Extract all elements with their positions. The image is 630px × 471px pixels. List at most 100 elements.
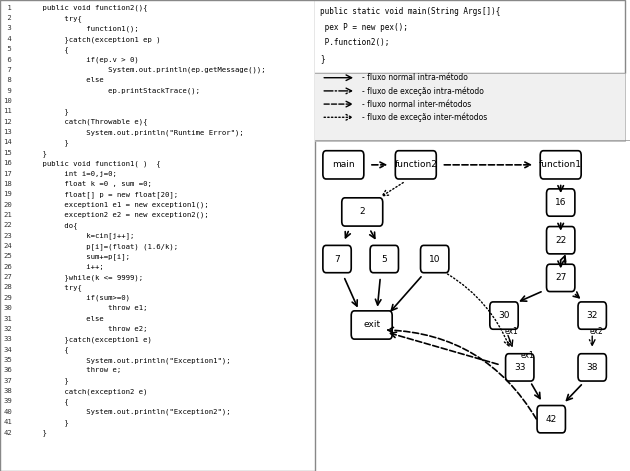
Text: i++;: i++;: [25, 264, 104, 270]
Text: 27: 27: [555, 273, 566, 283]
Text: main: main: [332, 160, 355, 170]
Text: - fluxo normal intra-método: - fluxo normal intra-método: [362, 73, 468, 82]
Text: exception2 e2 = new exception2();: exception2 e2 = new exception2();: [25, 212, 209, 219]
Text: - fluxo normal inter-métodos: - fluxo normal inter-métodos: [362, 99, 471, 109]
Text: catch(exception2 e): catch(exception2 e): [25, 388, 147, 395]
Text: 5: 5: [381, 254, 387, 264]
Text: - fluxo de exceção intra-método: - fluxo de exceção intra-método: [362, 86, 484, 96]
Text: 1: 1: [3, 5, 12, 11]
Text: 16: 16: [3, 160, 12, 166]
Text: 3: 3: [3, 25, 12, 32]
Text: ex1: ex1: [521, 351, 534, 360]
Text: {: {: [25, 46, 69, 53]
Text: 17: 17: [3, 171, 12, 177]
Text: 10: 10: [3, 98, 12, 104]
Text: 37: 37: [3, 378, 12, 384]
Text: 32: 32: [587, 311, 598, 320]
Text: float k =0 , sum =0;: float k =0 , sum =0;: [25, 181, 152, 187]
Text: 31: 31: [3, 316, 12, 322]
Text: 15: 15: [3, 150, 12, 156]
Text: pex P = new pex();: pex P = new pex();: [320, 23, 408, 32]
Text: {: {: [25, 347, 69, 353]
Text: sum+=p[i];: sum+=p[i];: [25, 253, 130, 260]
FancyBboxPatch shape: [0, 0, 315, 471]
Text: function2: function2: [394, 160, 437, 170]
Text: }: }: [25, 139, 69, 146]
Text: 12: 12: [3, 119, 12, 125]
Text: p[i]=(float) (1.6/k);: p[i]=(float) (1.6/k);: [25, 243, 178, 250]
FancyBboxPatch shape: [546, 227, 575, 254]
Text: 16: 16: [555, 198, 566, 207]
Text: 21: 21: [3, 212, 12, 218]
Text: 19: 19: [3, 191, 12, 197]
Text: 26: 26: [3, 264, 12, 270]
Text: throw e;: throw e;: [25, 367, 122, 374]
Text: function1();: function1();: [25, 25, 139, 32]
FancyBboxPatch shape: [370, 245, 399, 273]
Text: 30: 30: [498, 311, 510, 320]
Text: 28: 28: [3, 284, 12, 291]
FancyBboxPatch shape: [341, 198, 383, 226]
FancyBboxPatch shape: [578, 354, 606, 381]
Text: 33: 33: [3, 336, 12, 342]
FancyBboxPatch shape: [323, 245, 352, 273]
Text: 10: 10: [429, 254, 440, 264]
Text: k=cin[j++];: k=cin[j++];: [25, 233, 135, 239]
Text: }: }: [25, 430, 47, 436]
Text: if(ep.v > 0): if(ep.v > 0): [25, 57, 139, 63]
Text: 22: 22: [3, 222, 12, 228]
Text: P.function2();: P.function2();: [320, 38, 389, 47]
FancyBboxPatch shape: [314, 0, 625, 73]
Text: 7: 7: [3, 67, 12, 73]
Text: 18: 18: [3, 181, 12, 187]
Text: 32: 32: [3, 326, 12, 332]
Text: 6: 6: [3, 57, 12, 63]
Text: }while(k <= 9999);: }while(k <= 9999);: [25, 274, 143, 281]
Text: 8: 8: [3, 77, 12, 83]
Text: }: }: [25, 419, 69, 426]
Text: float[] p = new float[20];: float[] p = new float[20];: [25, 191, 178, 198]
FancyBboxPatch shape: [396, 151, 436, 179]
Text: public static void main(String Args[]){: public static void main(String Args[]){: [320, 7, 500, 16]
Text: 24: 24: [3, 243, 12, 249]
Text: 29: 29: [3, 295, 12, 301]
Text: }: }: [25, 378, 69, 384]
FancyBboxPatch shape: [421, 245, 449, 273]
Text: 5: 5: [3, 46, 12, 52]
Text: }catch(exception1 ep ): }catch(exception1 ep ): [25, 36, 161, 42]
Text: do{: do{: [25, 222, 77, 229]
Text: else: else: [25, 316, 104, 322]
Text: 22: 22: [555, 236, 566, 245]
FancyBboxPatch shape: [323, 151, 364, 179]
Text: 9: 9: [3, 88, 12, 94]
Text: 2: 2: [360, 207, 365, 217]
FancyBboxPatch shape: [541, 151, 581, 179]
FancyBboxPatch shape: [537, 406, 566, 433]
Text: catch(Throwable e){: catch(Throwable e){: [25, 119, 147, 125]
Text: }catch(exception1 e): }catch(exception1 e): [25, 336, 152, 343]
Text: 7: 7: [334, 254, 340, 264]
Text: }: }: [320, 54, 324, 63]
Text: exit: exit: [363, 320, 381, 330]
Text: int i=0,j=0;: int i=0,j=0;: [25, 171, 117, 177]
Text: throw e1;: throw e1;: [25, 305, 147, 311]
Text: public void function2(){: public void function2(){: [25, 5, 147, 11]
Text: 38: 38: [3, 388, 12, 394]
Text: try{: try{: [25, 284, 82, 291]
Text: 34: 34: [3, 347, 12, 353]
FancyBboxPatch shape: [578, 302, 606, 329]
Text: 30: 30: [3, 305, 12, 311]
Text: - fluxo de exceção inter-métodos: - fluxo de exceção inter-métodos: [362, 113, 488, 122]
Text: 25: 25: [3, 253, 12, 260]
Text: 39: 39: [3, 398, 12, 405]
Text: 36: 36: [3, 367, 12, 374]
Text: ep.printStackTrace();: ep.printStackTrace();: [25, 88, 200, 94]
Text: public void function1( )  {: public void function1( ) {: [25, 160, 161, 167]
Text: 35: 35: [3, 357, 12, 363]
Text: 42: 42: [3, 430, 12, 436]
Text: }: }: [25, 108, 69, 115]
FancyBboxPatch shape: [352, 311, 392, 339]
Text: System.out.println("Runtime Error");: System.out.println("Runtime Error");: [25, 129, 244, 136]
Text: 13: 13: [3, 129, 12, 135]
FancyBboxPatch shape: [490, 302, 518, 329]
